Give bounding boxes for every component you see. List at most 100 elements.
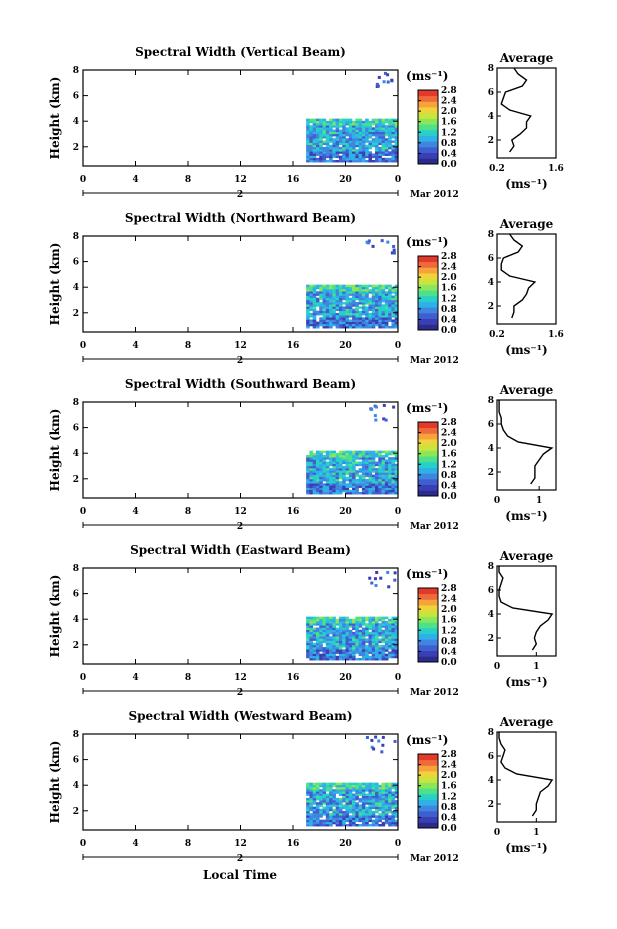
heatmap-cell	[391, 127, 396, 130]
heatmap-cell	[345, 620, 350, 624]
heatmap-cell	[391, 288, 396, 292]
heatmap-cell	[335, 640, 340, 644]
heatmap-cell	[348, 618, 353, 622]
heatmap-cell	[348, 786, 353, 790]
heatmap-cell	[332, 297, 336, 301]
x-tick-label: 12	[234, 341, 247, 351]
heatmap-cell	[384, 284, 389, 288]
heatmap-cell	[335, 325, 340, 329]
heatmap-cell	[384, 638, 389, 641]
heatmap-cell	[371, 319, 376, 322]
heatmap-cell	[348, 640, 353, 644]
colorbar-frame	[417, 587, 439, 663]
heatmap-cell	[361, 461, 366, 464]
heatmap-cell	[355, 461, 359, 464]
heatmap-cell	[352, 647, 356, 650]
heatmap-cell	[312, 474, 317, 478]
heatmap-cell	[393, 571, 397, 575]
heatmap-cell	[325, 146, 330, 150]
heatmap-cell	[312, 295, 317, 298]
heatmap-cell	[365, 802, 369, 805]
heatmap-cell	[355, 627, 359, 630]
heatmap-cell	[355, 797, 359, 801]
heatmap-cell	[312, 823, 317, 827]
heatmap-cell	[391, 491, 396, 495]
heatmap-cell	[345, 120, 350, 124]
heatmap-cell	[375, 823, 379, 827]
heatmap-cell	[335, 138, 340, 141]
heatmap-cell	[312, 817, 317, 820]
heatmap-cell	[315, 118, 320, 122]
colorbar: 0.00.40.81.21.62.02.42.8	[417, 418, 457, 502]
heatmap-cell	[322, 129, 327, 132]
colorbar-swatch	[418, 301, 438, 308]
heatmap-cell	[352, 465, 356, 469]
heatmap-cell	[388, 140, 392, 143]
heatmap-cell	[329, 321, 333, 325]
heatmap-cell	[378, 315, 382, 318]
heatmap-cell	[306, 321, 310, 325]
heatmap-cell	[335, 291, 340, 294]
heatmap-cell	[319, 821, 323, 825]
heatmap-cell	[391, 321, 396, 325]
x-tick-label: 16	[287, 839, 300, 849]
heatmap-cell	[309, 784, 313, 788]
heatmap-cell	[378, 481, 382, 484]
heatmap-cell	[312, 623, 317, 626]
heatmap-cell	[375, 485, 379, 488]
heatmap-cell	[338, 793, 343, 796]
colorbar-swatch	[418, 456, 438, 463]
heatmap-cell	[368, 129, 373, 132]
heatmap-cell	[312, 302, 317, 305]
heatmap-cell	[355, 649, 359, 652]
heatmap-cell	[306, 284, 310, 288]
heatmap-cell	[312, 454, 317, 458]
heatmap-cell	[338, 450, 343, 454]
heatmap-cell	[345, 319, 350, 322]
heatmap-cell	[381, 319, 386, 322]
heatmap-cell	[335, 465, 340, 469]
heatmap-cell	[345, 450, 350, 454]
heatmap-cell	[358, 146, 363, 150]
heatmap-cell	[309, 817, 313, 820]
x-tick-label: 8	[185, 175, 191, 185]
heatmap-cell	[332, 131, 336, 135]
heatmap-cell	[309, 821, 313, 825]
heatmap-cell	[338, 815, 343, 818]
profile-title: Average	[499, 715, 554, 729]
heatmap-cell	[394, 487, 399, 491]
heatmap-cell	[342, 815, 346, 818]
heatmap-cell	[384, 640, 389, 644]
heatmap-cell	[375, 140, 379, 143]
heatmap-cell	[332, 631, 336, 635]
heatmap-cell	[361, 793, 366, 796]
heatmap-cell	[306, 806, 310, 810]
heatmap-cell	[332, 146, 336, 150]
heatmap-cell	[345, 485, 350, 488]
heatmap-cell	[365, 782, 369, 786]
heatmap-cell	[365, 131, 369, 135]
heatmap-cell	[378, 485, 382, 488]
heatmap-cell	[315, 789, 320, 792]
heatmap-cell	[371, 291, 376, 294]
profile-y-tick-label: 4	[488, 444, 494, 454]
heatmap-cell	[309, 819, 313, 823]
heatmap-cell	[306, 638, 310, 641]
heatmap-cell	[348, 118, 353, 122]
heatmap-cell	[381, 284, 386, 288]
heatmap-cell	[322, 813, 327, 816]
heatmap-cell	[312, 489, 317, 493]
heatmap-cell	[391, 297, 396, 301]
heatmap-cell	[345, 151, 350, 154]
heatmap-cell	[365, 793, 369, 796]
heatmap-cell	[381, 821, 386, 825]
heatmap-cell	[309, 323, 313, 327]
heatmap-cell	[319, 468, 323, 471]
heatmap-cell	[358, 312, 363, 316]
colorbar-swatch	[418, 776, 438, 783]
heatmap-cell	[358, 789, 363, 792]
heatmap-cell	[312, 142, 317, 146]
heatmap-cell	[381, 802, 386, 805]
heatmap-cell	[306, 306, 310, 309]
heatmap-cell	[381, 306, 386, 309]
